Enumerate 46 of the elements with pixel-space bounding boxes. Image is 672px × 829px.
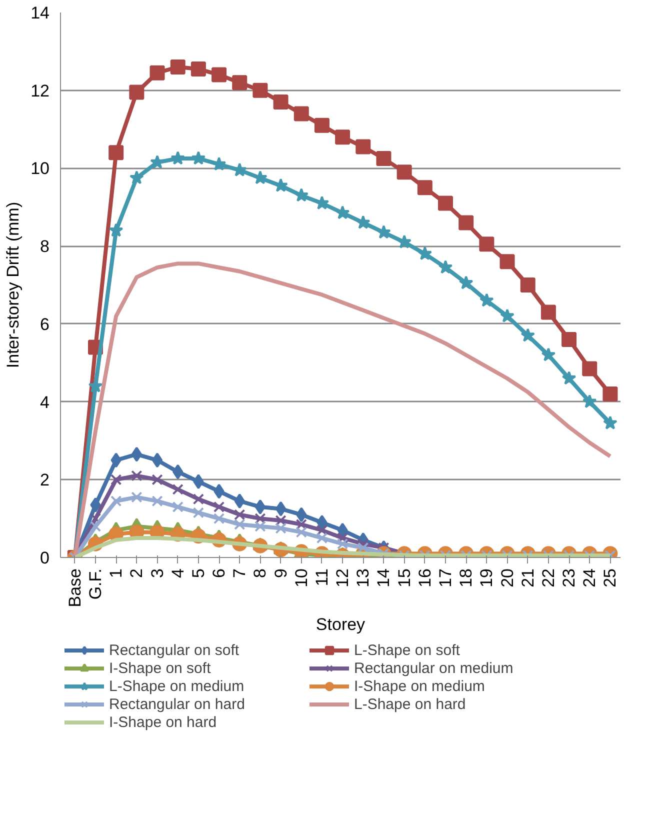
legend-label: L-Shape on hard	[354, 695, 467, 713]
x-tick-label: 23	[560, 568, 579, 588]
legend-label: I-Shape on soft	[109, 659, 212, 677]
x-tick-label: 17	[436, 568, 455, 588]
y-tick-label: 6	[40, 314, 50, 334]
x-tick-label: 9	[271, 568, 290, 578]
y-tick-label: 10	[30, 159, 50, 178]
legend-label: I-Shape on medium	[354, 677, 486, 695]
y-tick-label: 0	[40, 548, 50, 568]
x-tick-label: 5	[188, 568, 208, 578]
x-tick-label: 8	[250, 568, 270, 578]
y-tick-label: 2	[40, 470, 50, 490]
x-tick-label: 4	[168, 568, 188, 578]
legend-label: L-Shape on soft	[354, 641, 461, 659]
x-tick-label: 22	[538, 568, 558, 588]
x-tick-label: 25	[600, 568, 620, 588]
x-tick-label: 7	[230, 568, 250, 578]
x-tick-label: 2	[127, 568, 146, 578]
legend-label: L-Shape on medium	[109, 677, 246, 695]
x-tick-label: 24	[580, 568, 600, 588]
x-tick-label: 14	[374, 568, 394, 588]
x-tick-label: 16	[415, 568, 434, 588]
x-tick-label: G.F.	[86, 568, 105, 600]
x-tick-label: 18	[456, 568, 476, 588]
y-tick-label: 4	[40, 392, 50, 412]
legend-label: Rectangular on medium	[354, 659, 514, 677]
y-tick-label: 14	[30, 4, 50, 22]
x-tick-label: 11	[312, 568, 332, 586]
x-tick-label: 3	[148, 568, 167, 578]
x-axis-title: Storey	[316, 615, 366, 634]
x-tick-label: 20	[498, 568, 517, 588]
x-tick-label: 1	[106, 568, 126, 578]
x-tick-label: 10	[292, 568, 311, 588]
legend-label: Rectangular on soft	[109, 641, 240, 659]
x-tick-label: 12	[333, 568, 352, 588]
x-tick-label: Base	[65, 568, 84, 608]
y-tick-label: 8	[40, 237, 50, 256]
x-tick-label: 13	[354, 568, 373, 588]
y-axis-title: Inter-storey Drift (mm)	[4, 202, 23, 368]
x-tick-label: 6	[210, 568, 229, 578]
y-tick-label: 12	[30, 81, 50, 100]
x-tick-label: 21	[518, 568, 538, 588]
legend-label: I-Shape on hard	[109, 713, 218, 731]
x-tick-label: 15	[394, 568, 414, 588]
x-tick-label: 19	[477, 568, 496, 588]
legend-label: Rectangular on hard	[109, 695, 246, 713]
